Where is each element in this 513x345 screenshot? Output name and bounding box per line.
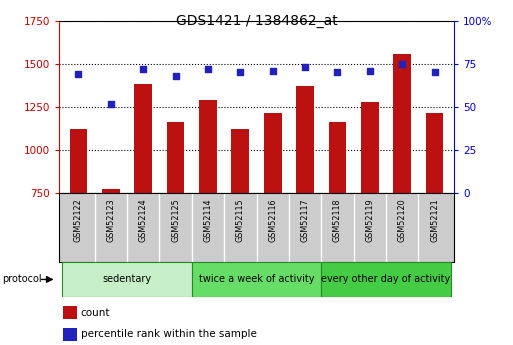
Text: GSM52121: GSM52121 bbox=[430, 199, 439, 242]
Text: GSM52117: GSM52117 bbox=[301, 199, 309, 242]
Text: GSM52120: GSM52120 bbox=[398, 199, 407, 242]
Bar bbox=[361, 102, 379, 193]
Bar bbox=[264, 113, 282, 193]
Point bbox=[269, 68, 277, 73]
Text: GSM52123: GSM52123 bbox=[106, 199, 115, 242]
Bar bbox=[231, 129, 249, 193]
Text: every other day of activity: every other day of activity bbox=[321, 275, 450, 284]
Point bbox=[204, 66, 212, 72]
Point bbox=[74, 71, 83, 77]
Text: GSM52114: GSM52114 bbox=[204, 199, 212, 242]
Bar bbox=[167, 122, 185, 193]
Text: percentile rank within the sample: percentile rank within the sample bbox=[81, 329, 256, 339]
Bar bbox=[192, 262, 321, 297]
Text: GDS1421 / 1384862_at: GDS1421 / 1384862_at bbox=[175, 14, 338, 28]
Text: count: count bbox=[81, 308, 110, 318]
Text: GSM52125: GSM52125 bbox=[171, 199, 180, 243]
Bar bbox=[134, 83, 152, 193]
Bar bbox=[426, 113, 443, 193]
Bar bbox=[328, 122, 346, 193]
Point bbox=[107, 101, 115, 106]
Bar bbox=[63, 306, 77, 319]
Bar bbox=[199, 100, 217, 193]
Point bbox=[171, 73, 180, 79]
Bar bbox=[296, 86, 314, 193]
Bar bbox=[321, 262, 451, 297]
Text: GSM52124: GSM52124 bbox=[139, 199, 148, 242]
Point bbox=[430, 70, 439, 75]
Bar bbox=[63, 328, 77, 341]
Text: GSM52116: GSM52116 bbox=[268, 199, 277, 242]
Point bbox=[236, 70, 244, 75]
Point bbox=[366, 68, 374, 73]
Text: protocol: protocol bbox=[3, 275, 42, 284]
Text: GSM52118: GSM52118 bbox=[333, 199, 342, 242]
Text: sedentary: sedentary bbox=[103, 275, 151, 284]
Point bbox=[139, 66, 147, 72]
Text: GSM52119: GSM52119 bbox=[365, 199, 374, 242]
Bar bbox=[70, 129, 87, 193]
Text: twice a week of activity: twice a week of activity bbox=[199, 275, 314, 284]
Point bbox=[333, 70, 342, 75]
Bar bbox=[102, 189, 120, 193]
Text: GSM52122: GSM52122 bbox=[74, 199, 83, 243]
Text: GSM52115: GSM52115 bbox=[236, 199, 245, 242]
Point bbox=[398, 61, 406, 67]
Bar bbox=[393, 54, 411, 193]
Bar bbox=[62, 262, 192, 297]
Point bbox=[301, 65, 309, 70]
